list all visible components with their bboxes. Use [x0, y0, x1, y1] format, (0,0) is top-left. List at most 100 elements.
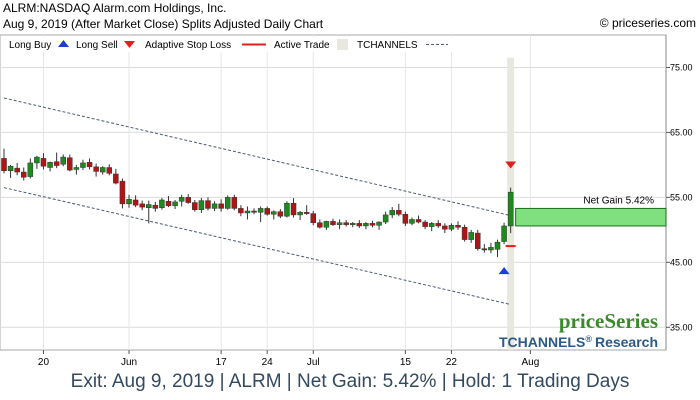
candle-body: [481, 248, 488, 251]
candle-body: [369, 223, 376, 226]
candle-body: [389, 210, 395, 216]
candle-body: [455, 225, 461, 228]
candle-body: [53, 161, 60, 166]
candle-body: [67, 157, 73, 171]
candle-body: [349, 223, 356, 225]
candle-body: [468, 232, 474, 240]
tchannels-research-logo: TCHANNELS® Research: [499, 334, 658, 350]
legend-stop: Adaptive Stop Loss: [145, 40, 231, 51]
active-trade-icon: [337, 39, 348, 50]
chart-subtitle: Aug 9, 2019 (After Market Close) Splits …: [3, 17, 324, 31]
candle-body: [396, 210, 402, 215]
candle-body: [132, 199, 139, 206]
candle-body: [363, 223, 369, 227]
x-tick-label: 15: [400, 357, 412, 368]
legend-long-buy: Long Buy: [9, 40, 51, 51]
candle-body: [435, 223, 442, 227]
candle-body: [428, 223, 435, 227]
candle-body: [422, 221, 428, 227]
legend: Long Buy Long Sell Adaptive Stop Loss Ac…: [2, 37, 454, 52]
candle-body: [231, 197, 238, 209]
candle-body: [238, 208, 244, 214]
candle-body: [27, 162, 34, 177]
candle-body: [415, 219, 422, 223]
y-tick-label: 55.00: [670, 192, 693, 202]
candle-body: [343, 222, 349, 225]
long-sell-arrow: [505, 161, 517, 169]
candle-body: [317, 222, 323, 228]
copyright: © priceseries.com: [599, 16, 696, 30]
candle-body: [192, 202, 198, 210]
x-tick-label: 22: [446, 357, 458, 368]
channel-upper-line: [3, 97, 511, 217]
candle-body: [448, 225, 455, 230]
channel-lower-line: [3, 187, 511, 306]
footer-summary: Exit: Aug 9, 2019 | ALRM | Net Gain: 5.4…: [70, 371, 630, 392]
candle-body: [330, 221, 336, 225]
candle-body: [336, 222, 343, 225]
plot-frame: [0, 34, 667, 351]
candle-body: [34, 156, 40, 164]
candle-body: [409, 219, 415, 224]
candle-body: [106, 167, 113, 174]
candle-body: [501, 225, 507, 242]
candle-body: [40, 158, 47, 167]
candle-body: [60, 156, 66, 165]
candle-body: [475, 232, 481, 249]
candle-body: [251, 210, 257, 213]
candle-body: [211, 203, 218, 209]
candle-body: [310, 213, 317, 223]
candle-body: [277, 211, 284, 217]
y-axis: 75.00 65.00 55.00 45.00 35.00: [0, 62, 693, 332]
candle-body: [257, 208, 264, 213]
y-tick-label: 45.00: [670, 257, 693, 267]
x-tick-label: Jul: [307, 357, 320, 368]
x-tick-label: 17: [216, 357, 228, 368]
candle-body: [507, 191, 514, 227]
net-gain-label: Net Gain 5.42%: [583, 195, 654, 206]
candle-body: [382, 214, 389, 223]
candle-body: [178, 197, 185, 202]
y-tick-label: 75.00: [670, 62, 693, 72]
candle-body: [159, 199, 165, 209]
legend-active: Active Trade: [274, 40, 330, 51]
candle-body: [119, 180, 126, 205]
x-tick-label: Jun: [121, 357, 137, 368]
long-buy-icon: [58, 40, 69, 47]
candle-body: [7, 165, 14, 171]
candle-body: [402, 214, 409, 224]
candle-body: [297, 212, 303, 216]
candle-body: [461, 226, 468, 240]
candle-body: [224, 197, 231, 209]
candle-body: [205, 200, 211, 209]
candle-body: [165, 201, 172, 207]
y-tick-label: 65.00: [670, 127, 693, 137]
candle-body: [185, 197, 191, 203]
candle-body: [264, 208, 270, 215]
candle-body: [488, 247, 494, 251]
candle-body: [290, 202, 297, 216]
candle-body: [47, 162, 53, 168]
candle-body: [442, 225, 448, 230]
legend-long-sell: Long Sell: [76, 40, 118, 51]
candle-body: [356, 223, 363, 227]
candle-body: [284, 202, 290, 217]
candle-body: [271, 211, 277, 215]
candle-body: [152, 204, 159, 209]
price-chart: 75.00 65.00 55.00 45.00 35.00 20 Jun 17 24 Jul 15…: [0, 34, 693, 368]
long-sell-icon: [124, 41, 135, 48]
candle-body: [494, 241, 501, 250]
x-tick-label: 20: [38, 357, 50, 368]
candle-body: [218, 203, 224, 209]
long-buy-arrow: [498, 267, 510, 275]
candle-body: [113, 173, 119, 184]
x-tick-label: 24: [262, 357, 274, 368]
candle-body: [126, 199, 132, 205]
candle-body: [20, 171, 27, 178]
legend-tchannels: TCHANNELS: [357, 40, 418, 51]
candle-body: [244, 210, 251, 214]
chart-title: ALRM:NASDAQ Alarm.com Holdings, Inc.: [3, 1, 227, 15]
net-gain-box: [515, 207, 667, 227]
candle-body: [146, 204, 152, 209]
trade-marks: [498, 161, 517, 275]
